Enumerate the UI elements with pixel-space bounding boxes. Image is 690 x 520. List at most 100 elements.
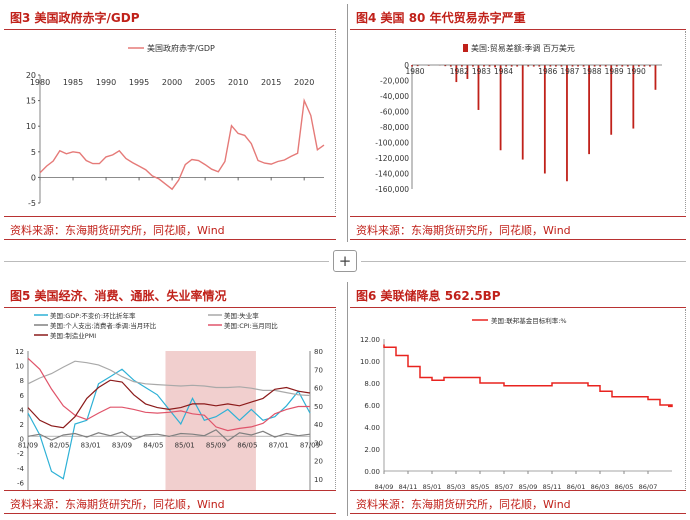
- y-right-tick-label: 60: [314, 385, 323, 393]
- trade-balance-bar: [416, 65, 419, 67]
- x-tick-label: 2020: [294, 78, 314, 87]
- figure-title: 图3 美国政府赤字/GDP: [10, 11, 140, 25]
- trade-balance-bar: [577, 65, 579, 67]
- trade-balance-bar: [472, 65, 474, 67]
- panel-footer: 资料来源：东海期货研究所，同花顺，Wind: [350, 490, 686, 514]
- y-tick-label: -80,000: [380, 123, 409, 132]
- x-tick-label: 2000: [162, 78, 182, 87]
- x-tick-label: 2010: [228, 78, 248, 87]
- trade-balance-bar: [643, 65, 646, 67]
- source-note: 资料来源：东海期货研究所，同花顺，Wind: [356, 498, 571, 511]
- x-tick-label: 86/05: [615, 483, 634, 491]
- deficit-series-line: [39, 98, 325, 191]
- trade-balance-bar: [632, 65, 635, 129]
- section-divider-right: [361, 261, 686, 262]
- panel-header: 图5 美国经济、消费、通胀、失业率情况: [4, 282, 336, 308]
- x-tick-label: 1989: [605, 67, 624, 76]
- x-tick-label: 1987: [560, 67, 579, 76]
- y-tick-label: -5: [28, 199, 36, 208]
- trade-balance-bar: [555, 65, 557, 67]
- legend-label: 美国:失业率: [224, 311, 259, 320]
- trade-balance-bar: [637, 65, 640, 67]
- chart-area: 美国:贸易差额:季调 百万美元 0 -20,000 -40,000 -60,000 -80…: [350, 31, 686, 213]
- y-tick-label: 0.00: [364, 468, 380, 476]
- trade-balance-bar: [411, 65, 413, 67]
- x-tick-label: 85/09: [206, 442, 226, 450]
- y-tick-label: -160,000: [375, 185, 409, 194]
- x-tick-label: 85/01: [175, 442, 195, 450]
- y-right-tick-label: 20: [314, 458, 323, 466]
- y-right-tick-label: 40: [314, 421, 323, 429]
- x-tick-label: 83/09: [112, 442, 132, 450]
- panel-divider: [347, 282, 348, 516]
- x-tick-label: 1986: [538, 67, 557, 76]
- trade-balance-bar: [477, 65, 480, 110]
- y-right-tick-label: 30: [314, 439, 323, 447]
- trade-balance-bar: [621, 65, 624, 67]
- y-tick-label: 12.00: [360, 336, 380, 344]
- trade-balance-bar-chart: 美国:贸易差额:季调 百万美元 0 -20,000 -40,000 -60,000 -80…: [375, 43, 662, 194]
- fed-funds-rate-line-chart: 美国:联邦基金目标利率:% 12.00 10.00 8.00 6.00 4.00 2.00 0…: [360, 316, 673, 491]
- y-tick-label: -100,000: [375, 139, 409, 148]
- figure-title: 图6 美联储降息 562.5BP: [356, 289, 501, 303]
- x-tick-label: 85/09: [519, 483, 538, 491]
- x-tick-label: 1983: [472, 67, 491, 76]
- legend-label: 美国:联邦基金目标利率:%: [491, 316, 567, 325]
- trade-balance-bar: [494, 65, 496, 68]
- x-tick-label: 2005: [195, 78, 215, 87]
- trade-balance-bar: [626, 65, 629, 67]
- figure-title: 图4 美国 80 年代贸易赤字严重: [356, 11, 526, 25]
- x-tick-label: 1984: [494, 67, 513, 76]
- y-tick-label: 6.00: [364, 402, 380, 410]
- y-right-tick-label: 70: [314, 366, 323, 374]
- trade-balance-bar: [460, 65, 463, 67]
- trade-balance-bar: [532, 65, 535, 67]
- y-left-tick-label: 12: [15, 348, 24, 356]
- y-left-tick-label: 0: [20, 436, 24, 444]
- fed-rate-line: [383, 344, 673, 408]
- x-tick-label: 81/09: [18, 442, 38, 450]
- trade-balance-bar: [549, 65, 552, 67]
- economy-series-line: [27, 429, 311, 442]
- panel-divider: [347, 4, 348, 242]
- trade-balance-bar: [449, 65, 452, 67]
- economy-series-line: [27, 360, 311, 397]
- trade-balance-bar: [571, 65, 574, 67]
- panel-fig6: 图6 美联储降息 562.5BP 美国:联邦基金目标利率:% 12.00 10.00…: [350, 282, 686, 516]
- y-tick-label: -20,000: [380, 77, 409, 86]
- trade-balance-bar: [560, 65, 563, 67]
- trade-balance-bar: [582, 65, 585, 67]
- y-tick-label: -120,000: [375, 154, 409, 163]
- x-tick-label: 87/01: [269, 442, 289, 450]
- trade-balance-bar: [654, 65, 657, 90]
- highlight-region: [165, 351, 256, 499]
- trade-balance-bar: [516, 65, 519, 67]
- chart-area: 美国:GDP:不变价:环比折年率 美国:失业率 美国:个人支出:消费者:季调:当月环…: [4, 309, 336, 502]
- trade-balance-bar: [615, 65, 618, 67]
- trade-balance-bar: [483, 65, 485, 67]
- panel-header: 图6 美联储降息 562.5BP: [350, 282, 686, 308]
- y-left-tick-label: -6: [17, 479, 25, 487]
- y-tick-label: 5: [31, 148, 36, 157]
- x-tick-label: 85/07: [495, 483, 514, 491]
- trade-balance-bar: [499, 65, 502, 151]
- x-tick-label: 1985: [63, 78, 83, 87]
- economy-series-line: [27, 357, 310, 432]
- add-section-button[interactable]: +: [333, 250, 357, 272]
- x-tick-label: 2015: [261, 78, 281, 87]
- x-tick-label: 86/05: [237, 442, 257, 450]
- y-tick-label: 4.00: [364, 424, 380, 432]
- y-left-tick-label: 10: [15, 363, 24, 371]
- panel-footer: 资料来源：东海期货研究所，同花顺，Wind: [350, 216, 686, 240]
- x-tick-label: 1980: [405, 67, 424, 76]
- trade-balance-bar: [649, 65, 651, 67]
- panel-header: 图4 美国 80 年代贸易赤字严重: [350, 4, 686, 30]
- x-tick-label: 83/01: [81, 442, 101, 450]
- economy-series-line: [27, 379, 311, 429]
- y-tick-label: 8.00: [364, 380, 380, 388]
- y-left-tick-label: 2: [20, 421, 24, 429]
- legend-label: 美国:制造业PMI: [50, 331, 96, 340]
- trade-balance-bar: [610, 65, 613, 135]
- y-right-tick-label: 80: [314, 348, 323, 356]
